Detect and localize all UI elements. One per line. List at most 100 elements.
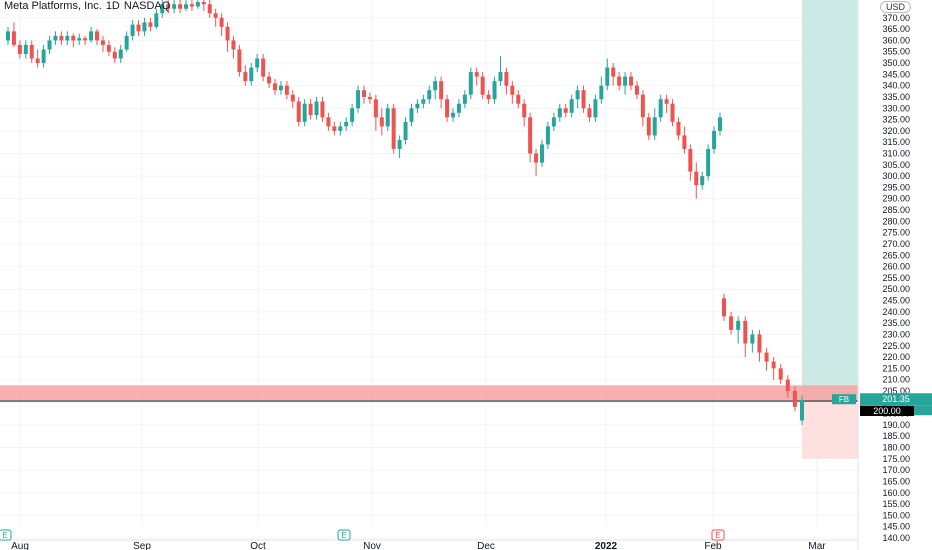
candle-body (409, 108, 414, 122)
candle-body (225, 26, 230, 41)
candle-body (6, 31, 10, 41)
candle-body (142, 22, 147, 32)
candle-body (356, 90, 361, 109)
candle-body (249, 67, 254, 82)
candle-body (118, 49, 123, 59)
y-tick-label: 370.00 (882, 13, 910, 23)
y-tick-label: 220.00 (882, 352, 910, 362)
candle-body (510, 85, 515, 95)
candle-body (83, 38, 88, 41)
candle-body (611, 67, 616, 77)
y-tick-label: 160.00 (882, 488, 910, 498)
candle-body (184, 4, 188, 9)
candle-body (302, 103, 307, 122)
candle-body (593, 99, 598, 118)
candle-body (11, 31, 16, 45)
candle-body (451, 112, 455, 118)
candle-body (605, 67, 610, 86)
y-tick-label: 235.00 (882, 318, 910, 328)
y-tick-label: 270.00 (882, 239, 910, 249)
symbol-title[interactable]: Meta Platforms, Inc. 1D NASDAQ (4, 0, 174, 12)
candle-body (516, 94, 521, 104)
y-tick-label: 250.00 (882, 284, 910, 294)
candle-body (273, 83, 277, 91)
currency-button[interactable]: USD (880, 1, 912, 13)
y-tick-label: 190.00 (882, 420, 910, 430)
candle-body (124, 35, 129, 50)
candle-body (326, 117, 331, 127)
earnings-marker (0, 529, 12, 541)
candle-body (474, 72, 479, 77)
candle-body (284, 85, 289, 95)
candle-body (397, 139, 402, 149)
candle-body (462, 94, 467, 104)
candle-body (700, 176, 705, 186)
candle-body (189, 4, 194, 7)
candle-body (178, 4, 183, 9)
x-tick-label: Mar (808, 541, 826, 550)
candle-body (112, 51, 117, 59)
candle-body (403, 121, 408, 140)
exchange-label: NASDAQ (123, 0, 171, 12)
y-tick-label: 265.00 (882, 250, 910, 260)
candle-body (314, 101, 319, 116)
y-tick-label: 295.00 (882, 182, 910, 192)
candle-body (207, 4, 212, 14)
candle-body (785, 379, 790, 391)
earnings-marker (337, 529, 351, 541)
candle-body (59, 35, 64, 41)
candle-body (53, 35, 58, 41)
candle-body (427, 90, 432, 100)
candle-body (522, 103, 527, 118)
interval-label: 1D (105, 0, 120, 12)
candle-body (581, 90, 586, 109)
earnings-marker (711, 529, 725, 541)
candle-body (771, 361, 776, 369)
position-stop-zone (802, 399, 858, 459)
candle-body (445, 99, 450, 118)
candle-body (658, 99, 663, 118)
candle-body (47, 40, 52, 50)
y-tick-label: 170.00 (882, 465, 910, 475)
candle-body (528, 117, 533, 154)
y-tick-label: 205.00 (882, 386, 910, 396)
candle-body (646, 117, 651, 136)
candle-body (243, 72, 248, 82)
candle-body (764, 352, 769, 362)
candle-body (540, 144, 544, 163)
y-tick-label: 155.00 (882, 499, 910, 509)
candle-body (95, 31, 99, 41)
y-tick-label: 340.00 (882, 81, 910, 91)
candle-body (415, 103, 420, 109)
candle-body (154, 13, 159, 27)
candle-body (17, 44, 22, 54)
candle-body (623, 76, 628, 86)
y-tick-label: 330.00 (882, 103, 910, 113)
candle-body (670, 103, 675, 122)
candle-body (492, 81, 497, 100)
candle-body (278, 85, 283, 91)
candle-body (676, 121, 681, 136)
y-tick-label: 175.00 (882, 454, 910, 464)
y-tick-label: 245.00 (882, 296, 910, 306)
candle-body (688, 148, 693, 172)
candle-body (712, 130, 717, 149)
y-tick-label: 355.00 (882, 47, 910, 57)
candle-body (575, 90, 580, 100)
candle-body (456, 103, 461, 113)
candle-body (640, 94, 645, 118)
candle-body (373, 99, 378, 118)
candle-body (486, 94, 491, 100)
candle-body (166, 4, 171, 9)
earnings-marker-label: E (341, 531, 346, 540)
candle-body (219, 17, 224, 27)
candle-body (267, 76, 272, 84)
candle-body (480, 76, 485, 95)
candle-body (563, 108, 568, 113)
candle-body (421, 99, 426, 104)
candle-body (682, 135, 687, 149)
candle-body (89, 31, 94, 41)
candle-body (743, 320, 748, 344)
